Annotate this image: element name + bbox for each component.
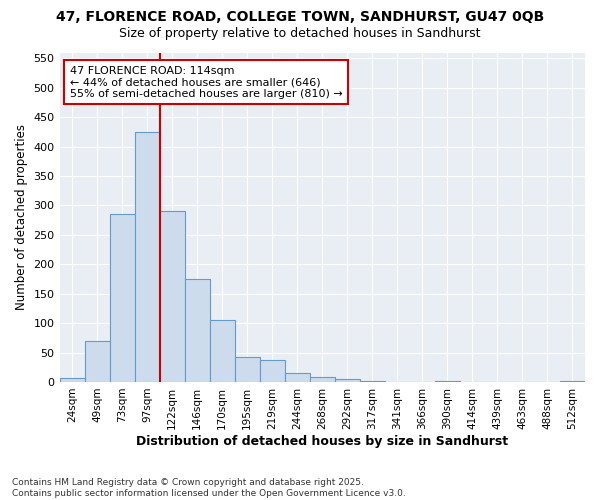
Bar bbox=[260, 360, 285, 382]
Bar bbox=[59, 378, 85, 382]
Bar bbox=[134, 132, 160, 382]
Bar bbox=[235, 357, 260, 382]
Bar bbox=[285, 373, 310, 382]
Bar bbox=[185, 279, 209, 382]
Y-axis label: Number of detached properties: Number of detached properties bbox=[15, 124, 28, 310]
Bar bbox=[560, 381, 585, 382]
Bar bbox=[209, 320, 235, 382]
Text: 47 FLORENCE ROAD: 114sqm
← 44% of detached houses are smaller (646)
55% of semi-: 47 FLORENCE ROAD: 114sqm ← 44% of detach… bbox=[70, 66, 343, 99]
Text: Contains HM Land Registry data © Crown copyright and database right 2025.
Contai: Contains HM Land Registry data © Crown c… bbox=[12, 478, 406, 498]
Bar bbox=[160, 212, 185, 382]
Bar bbox=[85, 341, 110, 382]
Text: Size of property relative to detached houses in Sandhurst: Size of property relative to detached ho… bbox=[119, 28, 481, 40]
Bar bbox=[310, 378, 335, 382]
X-axis label: Distribution of detached houses by size in Sandhurst: Distribution of detached houses by size … bbox=[136, 434, 508, 448]
Bar bbox=[360, 381, 385, 382]
Bar bbox=[110, 214, 134, 382]
Text: 47, FLORENCE ROAD, COLLEGE TOWN, SANDHURST, GU47 0QB: 47, FLORENCE ROAD, COLLEGE TOWN, SANDHUR… bbox=[56, 10, 544, 24]
Bar bbox=[335, 379, 360, 382]
